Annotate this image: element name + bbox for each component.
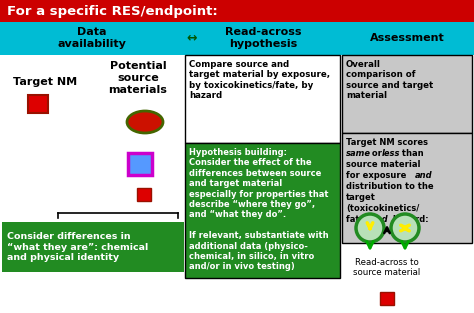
- Ellipse shape: [127, 111, 163, 133]
- Text: Read-across
hypothesis: Read-across hypothesis: [225, 27, 301, 49]
- Text: than: than: [399, 149, 424, 158]
- Text: and: and: [415, 171, 433, 180]
- Circle shape: [391, 214, 419, 242]
- Text: fate): fate): [346, 215, 372, 224]
- Text: (toxicokinetics/: (toxicokinetics/: [346, 204, 419, 213]
- Text: target: target: [346, 193, 376, 202]
- Text: for exposure: for exposure: [346, 171, 409, 180]
- Text: and: and: [371, 215, 389, 224]
- Text: Assessment: Assessment: [370, 33, 444, 43]
- Bar: [0, 0, 474, 22]
- Text: less: less: [382, 149, 401, 158]
- Text: Read-across to
source material: Read-across to source material: [354, 258, 420, 277]
- Text: hazard:: hazard:: [390, 215, 428, 224]
- Bar: [380, 292, 394, 305]
- Text: distribution to the: distribution to the: [346, 182, 434, 191]
- Text: Overall
comparison of
source and target
material: Overall comparison of source and target …: [346, 60, 433, 100]
- Circle shape: [356, 214, 384, 242]
- Text: Hypothesis building:
Consider the effect of the
differences between source
and t: Hypothesis building: Consider the effect…: [189, 148, 328, 271]
- Text: For a specific RES/endpoint:: For a specific RES/endpoint:: [7, 4, 218, 18]
- Text: or: or: [369, 149, 385, 158]
- Bar: [28, 95, 48, 113]
- Bar: [128, 153, 152, 175]
- Bar: [0, 22, 474, 55]
- Bar: [342, 133, 472, 243]
- Text: Target NM: Target NM: [13, 77, 77, 87]
- Bar: [137, 188, 151, 201]
- Text: Potential
source
materials: Potential source materials: [109, 61, 167, 95]
- Text: Target NM scores: Target NM scores: [346, 138, 428, 147]
- Text: Data
availability: Data availability: [57, 27, 127, 49]
- Text: Consider differences in
“what they are”: chemical
and physical identity: Consider differences in “what they are”:…: [7, 232, 148, 262]
- Text: ↔: ↔: [187, 32, 197, 44]
- Text: source material: source material: [346, 160, 420, 169]
- Bar: [185, 55, 340, 143]
- Bar: [185, 143, 340, 278]
- Bar: [342, 55, 472, 133]
- Text: Compare source and
target material by exposure,
by toxicokinetics/fate, by
hazar: Compare source and target material by ex…: [189, 60, 330, 100]
- Bar: [2, 222, 184, 272]
- Text: same: same: [346, 149, 371, 158]
